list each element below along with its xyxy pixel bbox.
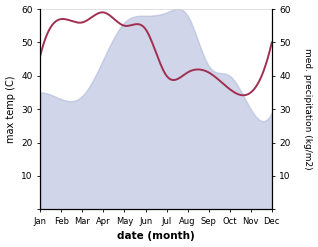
Y-axis label: med. precipitation (kg/m2): med. precipitation (kg/m2) xyxy=(303,48,313,170)
X-axis label: date (month): date (month) xyxy=(117,231,195,242)
Y-axis label: max temp (C): max temp (C) xyxy=(5,75,16,143)
